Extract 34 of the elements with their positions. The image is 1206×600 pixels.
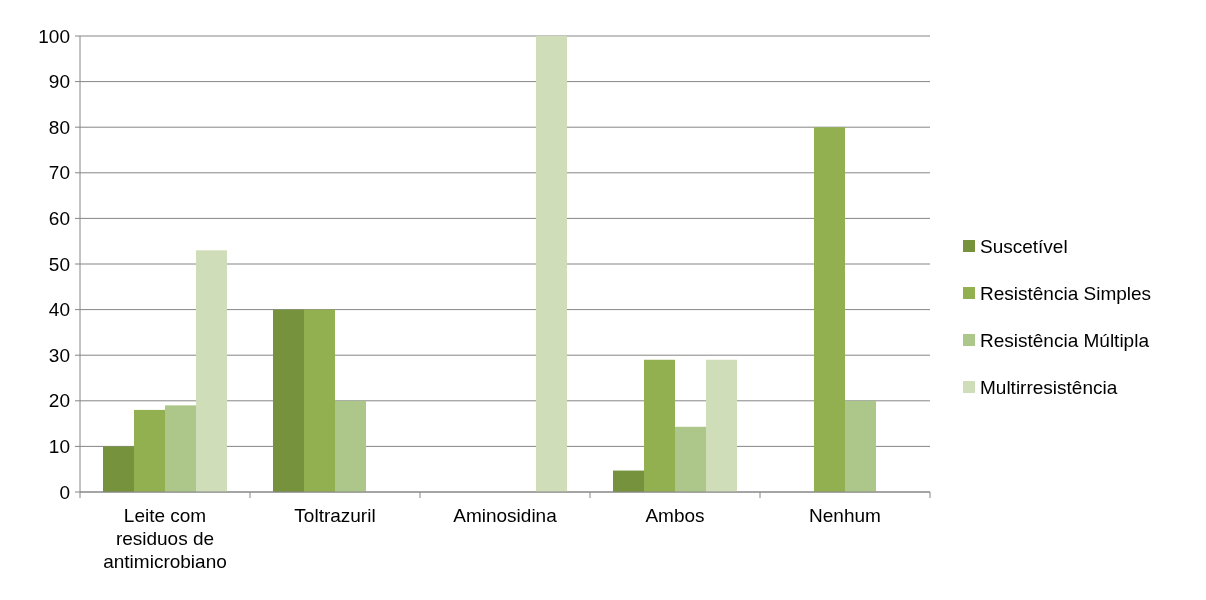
x-tick-label: Leite com residuos de antimicrobiano <box>103 505 227 572</box>
bar <box>103 446 134 492</box>
y-tick-label: 40 <box>48 299 70 321</box>
bar <box>335 400 366 492</box>
y-tick-label: 80 <box>48 116 70 138</box>
y-tick-label: 70 <box>48 162 70 184</box>
y-tick-label: 100 <box>38 25 70 47</box>
legend-label: Multirresistência <box>980 376 1118 398</box>
bar <box>134 409 165 492</box>
y-tick-label: 90 <box>48 71 70 93</box>
bar <box>613 470 644 492</box>
bar <box>536 36 567 492</box>
y-tick-label: 50 <box>48 253 70 275</box>
y-tick-label: 10 <box>48 436 70 458</box>
x-tick-label: Nenhum <box>809 505 881 526</box>
bar <box>165 405 196 492</box>
y-tick-label: 0 <box>59 481 70 503</box>
legend-label: Suscetível <box>980 235 1068 257</box>
y-tick-label: 20 <box>48 390 70 412</box>
bar <box>273 309 304 492</box>
x-tick-label: Ambos <box>645 505 705 526</box>
y-tick-label: 30 <box>48 344 70 366</box>
bar <box>196 250 227 492</box>
bar <box>845 400 876 492</box>
bar <box>706 359 737 492</box>
bar <box>304 309 335 492</box>
x-tick-label: Aminosidina <box>453 505 558 526</box>
bar <box>675 426 706 492</box>
y-tick-label: 60 <box>48 208 70 230</box>
bar <box>814 127 845 492</box>
x-tick-label: Toltrazuril <box>294 505 376 526</box>
legend-label: Resistência Múltipla <box>980 329 1150 351</box>
bar <box>644 359 675 492</box>
legend-label: Resistência Simples <box>980 282 1152 304</box>
